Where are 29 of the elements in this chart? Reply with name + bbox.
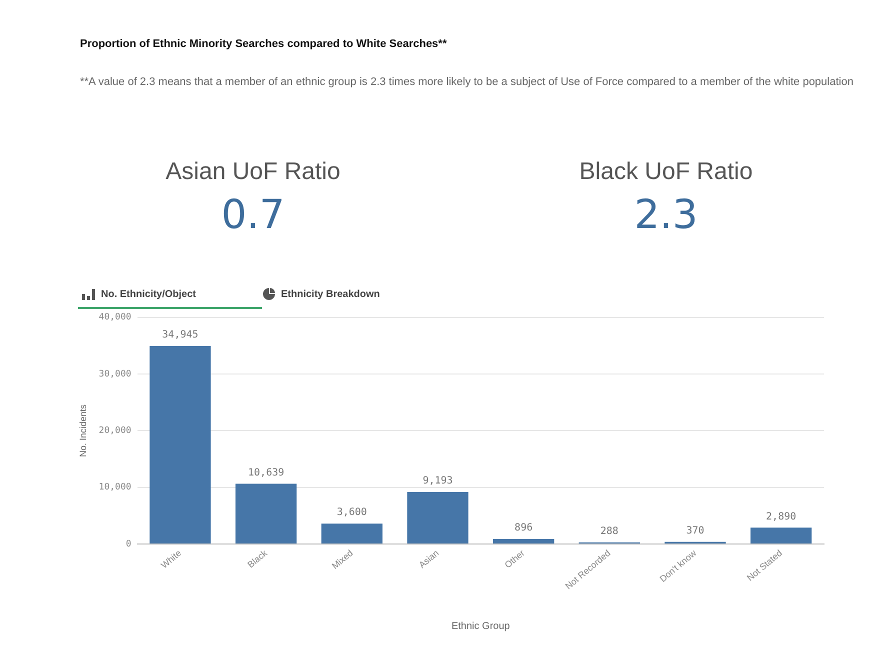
bar [150, 346, 211, 544]
text: 0.7 [220, 192, 286, 238]
text: Ethnicity Breakdown [281, 288, 380, 300]
y-axis-title: No. Incidents [78, 404, 88, 457]
bar [492, 538, 554, 544]
chart-title: Proportion of Ethnic Minority Searches compared to White Searches** [80, 38, 447, 50]
bar [750, 528, 812, 544]
text: 2.3 [633, 192, 699, 238]
y-tick-label: 20,000 [98, 426, 132, 436]
data-label: 3,600 [336, 507, 367, 518]
y-tick-label: 30,000 [98, 369, 132, 380]
data-label: 370 [686, 526, 704, 537]
text: Black UoF Ratio [578, 158, 754, 186]
text: Asian UoF Ratio [164, 158, 342, 186]
x-axis-title: Ethnic Group [451, 620, 510, 632]
bar [407, 492, 468, 544]
data-label: 2,890 [766, 511, 796, 522]
y-tick-label: 40,000 [98, 312, 132, 323]
data-label: 288 [600, 526, 618, 537]
text: No. Ethnicity/Object [101, 288, 196, 300]
y-tick-label: 0 [126, 539, 132, 550]
chart-subtitle: **A value of 2.3 means that a member of an ethnic group is 2.3 times more likely to be a subject of Use of Force compared to a member of the white population [80, 75, 854, 90]
y-tick-label: 10,000 [98, 482, 132, 493]
bar [321, 524, 382, 544]
bar [235, 484, 297, 544]
data-label: 9,193 [422, 476, 453, 487]
data-label: 10,639 [248, 467, 284, 478]
data-label: 34,945 [162, 330, 198, 341]
data-label: 896 [514, 522, 533, 534]
